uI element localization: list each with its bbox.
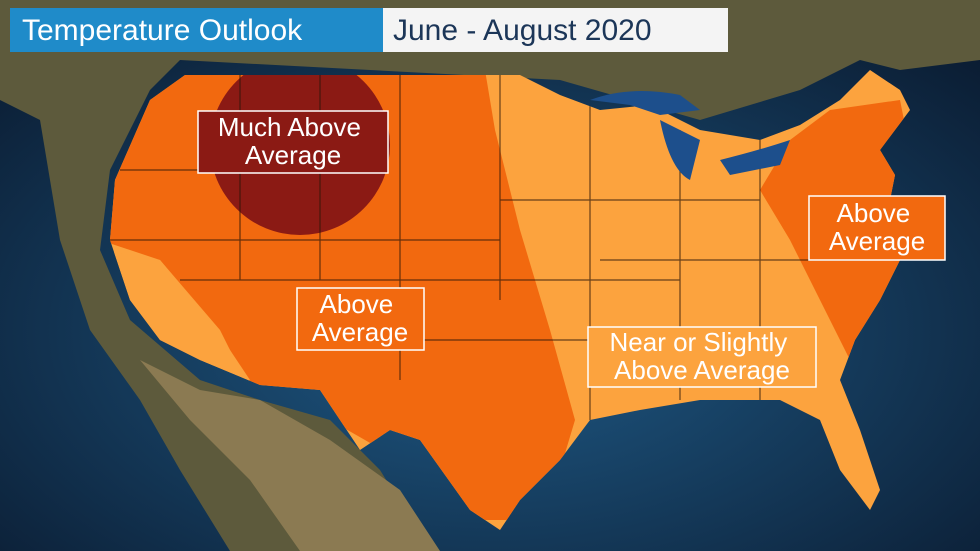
label-line: Above: [320, 289, 394, 319]
label-line: Average: [245, 140, 341, 170]
period: June - August 2020: [393, 14, 652, 47]
lakes: [590, 91, 790, 180]
label-line: Much Above: [218, 112, 361, 142]
label-line: Average: [829, 226, 925, 256]
mexico: [140, 360, 440, 551]
label-box: [587, 326, 817, 388]
label-line: Above Average: [614, 355, 790, 385]
label-line: Above: [837, 198, 911, 228]
region-label: Much Above Average: [218, 112, 368, 170]
state-borders: [110, 75, 860, 420]
region-label: Near or Slightly Above Average: [610, 327, 795, 385]
period-box: [383, 8, 728, 52]
title-box: [10, 8, 383, 52]
label-line: Near or Slightly: [610, 327, 788, 357]
region-label: Above Average: [829, 198, 925, 256]
title: Temperature Outlook: [22, 14, 303, 47]
label-box: [296, 287, 425, 351]
label-line: Average: [312, 317, 408, 347]
label-box: [808, 195, 946, 261]
label-box: [197, 110, 389, 174]
region-label: Above Average: [312, 289, 408, 347]
